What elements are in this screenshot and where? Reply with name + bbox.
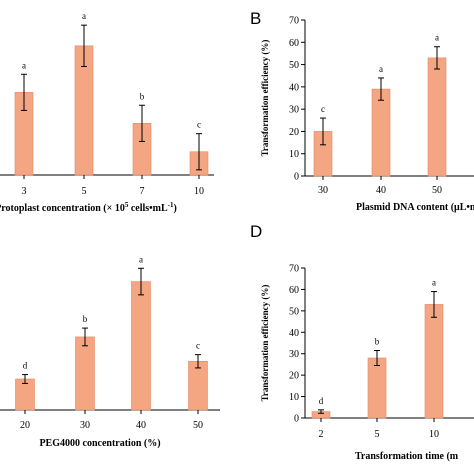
significance-letter: a xyxy=(379,64,383,74)
x-tick-labels: 3 5 7 10 xyxy=(22,175,204,197)
x-tick-label: 7 xyxy=(140,186,145,197)
y-tick-label: 20 xyxy=(289,371,299,382)
x-tick-label: 30 xyxy=(318,185,328,196)
x-tick-label: 3 xyxy=(22,186,27,197)
y-tick-labels: 0 10 20 30 40 50 60 70 xyxy=(289,16,305,183)
y-tick-label: 60 xyxy=(289,38,299,49)
significance-letter: c xyxy=(197,120,201,130)
panel-label: D xyxy=(250,222,262,241)
panel-c: d b a c 20 30 40 50 PEG4000 concentration (%) xyxy=(0,254,220,449)
y-tick-label: 70 xyxy=(289,16,299,27)
x-tick-label: 5 xyxy=(82,186,87,197)
bar xyxy=(427,57,447,177)
panel-label: B xyxy=(250,9,261,28)
y-tick-label: 0 xyxy=(294,172,299,183)
x-tick-labels: 20 30 40 50 xyxy=(20,410,203,431)
y-tick-label: 40 xyxy=(289,328,299,339)
significance-letter: b xyxy=(83,314,88,324)
x-tick-label: 20 xyxy=(20,420,30,431)
significance-letter: d xyxy=(23,361,28,371)
significance-letter: a xyxy=(432,278,436,288)
y-tick-label: 30 xyxy=(289,349,299,360)
bars-group: c a a xyxy=(313,33,447,177)
x-tick-label: 10 xyxy=(429,429,439,440)
significance-letter: b xyxy=(140,91,145,101)
significance-letter: a xyxy=(139,254,143,264)
x-tick-labels: 2 5 10 xyxy=(319,418,439,440)
x-tick-label: 5 xyxy=(375,429,380,440)
panel-b: B 0 10 20 30 40 50 60 70 c a a 30 40 50 Transformat… xyxy=(250,9,474,213)
y-axis-label: Transformation efficiency (%) xyxy=(260,285,270,402)
x-tick-label: 2 xyxy=(319,429,324,440)
y-tick-label: 30 xyxy=(289,105,299,116)
y-tick-label: 10 xyxy=(289,392,299,403)
x-tick-label: 40 xyxy=(136,420,146,431)
y-tick-label: 50 xyxy=(289,306,299,317)
bar xyxy=(131,281,151,411)
bar xyxy=(367,357,387,419)
bars-group: a a b c xyxy=(14,11,209,176)
significance-letter: d xyxy=(319,396,324,406)
significance-letter: a xyxy=(435,33,439,43)
y-tick-label: 0 xyxy=(294,414,299,425)
y-tick-label: 10 xyxy=(289,149,299,160)
y-tick-label: 50 xyxy=(289,60,299,71)
x-tick-label: 30 xyxy=(80,420,90,431)
significance-letter: a xyxy=(82,11,86,21)
significance-letter: c xyxy=(321,104,325,114)
significance-letter: a xyxy=(22,60,26,70)
bars-group: d b a xyxy=(311,278,444,419)
x-axis-label: PEG4000 concentration (%) xyxy=(39,438,160,449)
y-tick-label: 20 xyxy=(289,127,299,138)
significance-letter: b xyxy=(375,337,380,347)
x-tick-label: 40 xyxy=(376,185,386,196)
x-tick-label: 10 xyxy=(194,186,204,197)
x-axis-label: Protoplast concentration (× 105 cells•mL… xyxy=(0,201,177,214)
y-axis-label: Transformation efficiency (%) xyxy=(260,40,270,157)
significance-letter: c xyxy=(196,341,200,351)
x-axis-label: Transformation time (m xyxy=(355,451,459,462)
y-tick-label: 60 xyxy=(289,285,299,296)
x-tick-label: 50 xyxy=(193,420,203,431)
y-tick-label: 70 xyxy=(289,264,299,275)
y-tick-labels: 0 10 20 30 40 50 60 70 xyxy=(289,264,305,425)
bar xyxy=(371,88,391,177)
bar xyxy=(424,304,444,419)
bar xyxy=(188,360,208,411)
x-axis-label: Plasmid DNA content (μL•mL xyxy=(356,202,474,213)
x-tick-labels: 30 40 50 xyxy=(318,176,442,196)
x-tick-label: 50 xyxy=(432,185,442,196)
bar xyxy=(75,336,95,411)
bars-group: d b a c xyxy=(15,254,208,411)
panel-a: a a b c 3 5 7 10 Protoplast concentration (× 1… xyxy=(0,11,214,214)
y-tick-label: 40 xyxy=(289,82,299,93)
panel-d: D 0 10 20 30 40 50 60 70 d b a 2 5 10 Transformatio… xyxy=(250,222,474,462)
